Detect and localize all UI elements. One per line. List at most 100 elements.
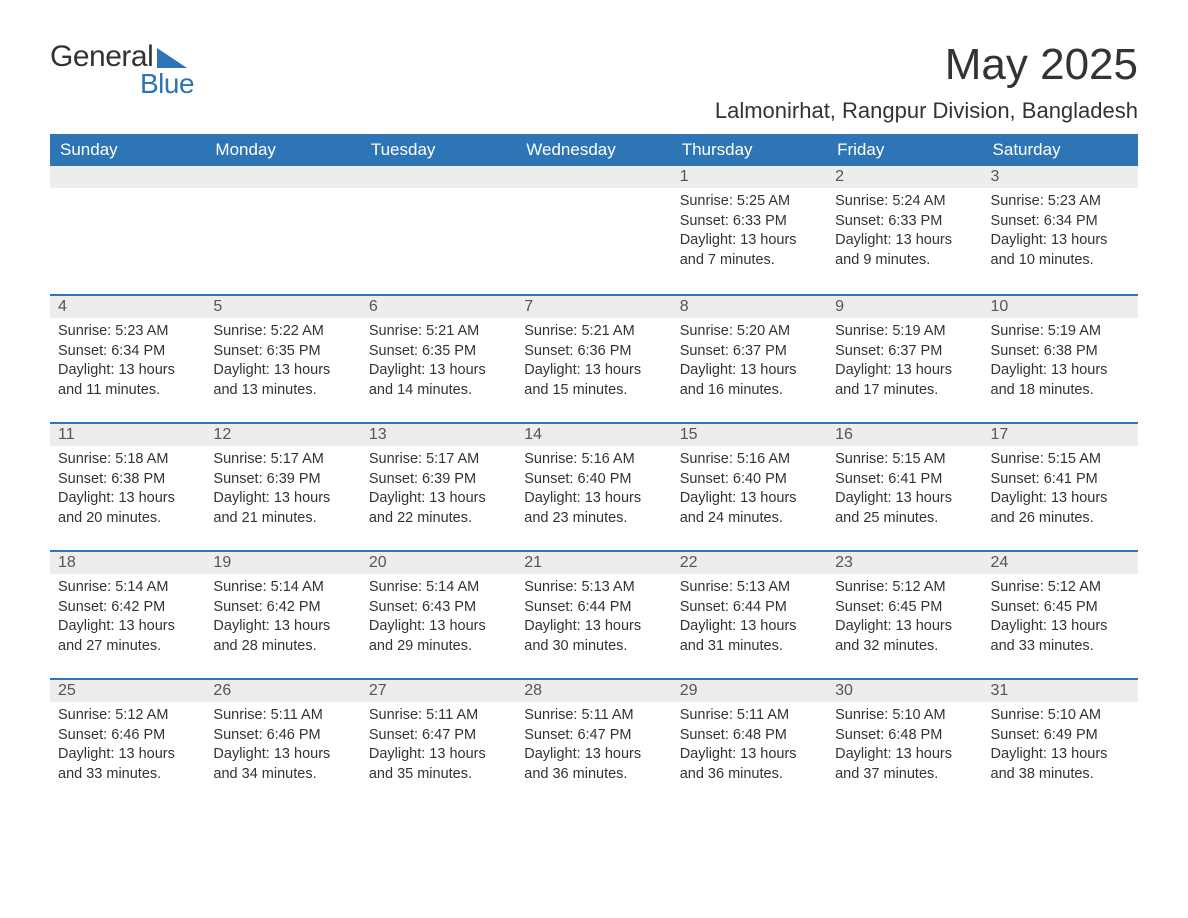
sunset-text: Sunset: 6:44 PM xyxy=(680,598,819,618)
sunrise-text: Sunrise: 5:16 AM xyxy=(524,450,663,470)
day-number: 2 xyxy=(827,166,982,188)
daylight-text-line2: and 17 minutes. xyxy=(835,381,974,401)
sunrise-text: Sunrise: 5:10 AM xyxy=(835,706,974,726)
day-number: 12 xyxy=(205,422,360,446)
calendar-cell: 15Sunrise: 5:16 AMSunset: 6:40 PMDayligh… xyxy=(672,422,827,550)
calendar-cell: 30 Sunrise: 5:10 AMSunset: 6:48 PMDayligh… xyxy=(827,678,982,806)
daylight-text-line1: Daylight: 13 hours xyxy=(991,231,1130,251)
logo-triangle-icon xyxy=(157,48,187,68)
day-details: Sunrise: 5:16 AMSunset: 6:40 PMDaylight:… xyxy=(672,446,827,538)
daylight-text-line2: and 26 minutes. xyxy=(991,509,1130,529)
daylight-text-line1: Daylight: 13 hours xyxy=(835,745,974,765)
daylight-text-line1: Daylight: 13 hours xyxy=(58,617,197,637)
daylight-text-line1: Daylight: 13 hours xyxy=(991,617,1130,637)
daylight-text-line2: and 33 minutes. xyxy=(58,765,197,785)
day-number: 10 xyxy=(983,294,1138,318)
sunset-text: Sunset: 6:41 PM xyxy=(835,470,974,490)
day-number-empty xyxy=(361,166,516,188)
sunrise-text: Sunrise: 5:20 AM xyxy=(680,322,819,342)
daylight-text-line1: Daylight: 13 hours xyxy=(835,361,974,381)
calendar-cell: 1Sunrise: 5:25 AMSunset: 6:33 PMDaylight… xyxy=(672,166,827,294)
daylight-text-line1: Daylight: 13 hours xyxy=(680,745,819,765)
calendar-cell: 5Sunrise: 5:22 AMSunset: 6:35 PMDaylight… xyxy=(205,294,360,422)
sunrise-text: Sunrise: 5:14 AM xyxy=(213,578,352,598)
calendar-cell: 11Sunrise: 5:18 AMSunset: 6:38 PMDayligh… xyxy=(50,422,205,550)
day-number: 29 xyxy=(672,678,827,702)
day-details: Sunrise: 5:23 AMSunset: 6:34 PMDaylight:… xyxy=(50,318,205,410)
calendar-cell xyxy=(361,166,516,294)
calendar-week-row: 18Sunrise: 5:14 AMSunset: 6:42 PMDayligh… xyxy=(50,550,1138,678)
day-number: 20 xyxy=(361,550,516,574)
day-details: Sunrise: 5:12 AMSunset: 6:46 PMDaylight:… xyxy=(50,702,205,794)
daylight-text-line1: Daylight: 13 hours xyxy=(213,489,352,509)
sunset-text: Sunset: 6:34 PM xyxy=(58,342,197,362)
daylight-text-line2: and 24 minutes. xyxy=(680,509,819,529)
calendar-cell: 28Sunrise: 5:11 AMSunset: 6:47 PMDayligh… xyxy=(516,678,671,806)
sunrise-text: Sunrise: 5:19 AM xyxy=(835,322,974,342)
day-number: 1 xyxy=(672,166,827,188)
daylight-text-line2: and 15 minutes. xyxy=(524,381,663,401)
daylight-text-line1: Daylight: 13 hours xyxy=(680,489,819,509)
sunset-text: Sunset: 6:44 PM xyxy=(524,598,663,618)
sunset-text: Sunset: 6:45 PM xyxy=(835,598,974,618)
daylight-text-line1: Daylight: 13 hours xyxy=(680,361,819,381)
day-details: Sunrise: 5:23 AMSunset: 6:34 PMDaylight:… xyxy=(983,188,1138,280)
weekday-header: Sunday xyxy=(50,134,205,166)
day-details: Sunrise: 5:13 AMSunset: 6:44 PMDaylight:… xyxy=(516,574,671,666)
sunset-text: Sunset: 6:42 PM xyxy=(58,598,197,618)
daylight-text-line2: and 25 minutes. xyxy=(835,509,974,529)
title-block: May 2025 Lalmonirhat, Rangpur Division, … xyxy=(715,40,1138,124)
daylight-text-line2: and 29 minutes. xyxy=(369,637,508,657)
day-number: 11 xyxy=(50,422,205,446)
sunrise-text: Sunrise: 5:16 AM xyxy=(680,450,819,470)
day-number: 18 xyxy=(50,550,205,574)
daylight-text-line1: Daylight: 13 hours xyxy=(524,489,663,509)
day-details: Sunrise: 5:14 AMSunset: 6:43 PMDaylight:… xyxy=(361,574,516,666)
calendar-cell: 9Sunrise: 5:19 AMSunset: 6:37 PMDaylight… xyxy=(827,294,982,422)
daylight-text-line2: and 16 minutes. xyxy=(680,381,819,401)
daylight-text-line2: and 36 minutes. xyxy=(680,765,819,785)
day-number: 6 xyxy=(361,294,516,318)
calendar-cell: 8 Sunrise: 5:20 AMSunset: 6:37 PMDaylight… xyxy=(672,294,827,422)
daylight-text-line2: and 7 minutes. xyxy=(680,251,819,271)
sunset-text: Sunset: 6:40 PM xyxy=(680,470,819,490)
sunset-text: Sunset: 6:37 PM xyxy=(680,342,819,362)
daylight-text-line2: and 36 minutes. xyxy=(524,765,663,785)
sunset-text: Sunset: 6:43 PM xyxy=(369,598,508,618)
sunset-text: Sunset: 6:36 PM xyxy=(524,342,663,362)
day-details: Sunrise: 5:16 AMSunset: 6:40 PMDaylight:… xyxy=(516,446,671,538)
sunrise-text: Sunrise: 5:21 AM xyxy=(369,322,508,342)
day-number: 30 xyxy=(827,678,982,702)
calendar-cell: 19Sunrise: 5:14 AMSunset: 6:42 PMDayligh… xyxy=(205,550,360,678)
day-details: Sunrise: 5:21 AMSunset: 6:36 PMDaylight:… xyxy=(516,318,671,410)
sunset-text: Sunset: 6:37 PM xyxy=(835,342,974,362)
daylight-text-line1: Daylight: 13 hours xyxy=(213,361,352,381)
daylight-text-line2: and 32 minutes. xyxy=(835,637,974,657)
daylight-text-line2: and 18 minutes. xyxy=(991,381,1130,401)
daylight-text-line2: and 30 minutes. xyxy=(524,637,663,657)
daylight-text-line2: and 23 minutes. xyxy=(524,509,663,529)
sunset-text: Sunset: 6:49 PM xyxy=(991,726,1130,746)
sunset-text: Sunset: 6:34 PM xyxy=(991,212,1130,232)
daylight-text-line1: Daylight: 13 hours xyxy=(991,489,1130,509)
calendar-cell: 12Sunrise: 5:17 AMSunset: 6:39 PMDayligh… xyxy=(205,422,360,550)
daylight-text-line2: and 11 minutes. xyxy=(58,381,197,401)
sunrise-text: Sunrise: 5:24 AM xyxy=(835,192,974,212)
sunset-text: Sunset: 6:48 PM xyxy=(835,726,974,746)
daylight-text-line2: and 34 minutes. xyxy=(213,765,352,785)
day-details: Sunrise: 5:15 AMSunset: 6:41 PMDaylight:… xyxy=(983,446,1138,538)
day-number: 7 xyxy=(516,294,671,318)
weekday-header: Tuesday xyxy=(361,134,516,166)
day-details: Sunrise: 5:19 AMSunset: 6:37 PMDaylight:… xyxy=(827,318,982,410)
sunrise-text: Sunrise: 5:11 AM xyxy=(369,706,508,726)
sunset-text: Sunset: 6:38 PM xyxy=(991,342,1130,362)
sunrise-text: Sunrise: 5:17 AM xyxy=(213,450,352,470)
calendar-table: SundayMondayTuesdayWednesdayThursdayFrid… xyxy=(50,134,1138,806)
daylight-text-line1: Daylight: 13 hours xyxy=(369,489,508,509)
day-number: 8 xyxy=(672,294,827,318)
sunset-text: Sunset: 6:40 PM xyxy=(524,470,663,490)
daylight-text-line2: and 22 minutes. xyxy=(369,509,508,529)
sunset-text: Sunset: 6:33 PM xyxy=(680,212,819,232)
day-details: Sunrise: 5:12 AMSunset: 6:45 PMDaylight:… xyxy=(827,574,982,666)
calendar-cell: 6Sunrise: 5:21 AMSunset: 6:35 PMDaylight… xyxy=(361,294,516,422)
